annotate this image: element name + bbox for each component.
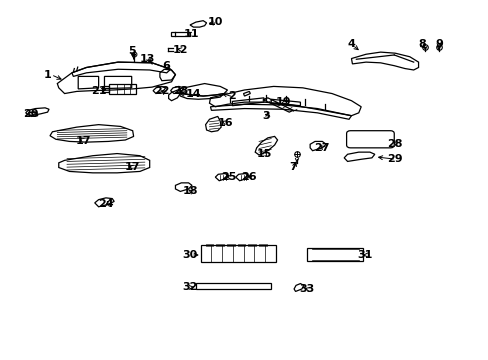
Text: 27: 27 <box>314 143 329 153</box>
Text: 14: 14 <box>186 89 202 99</box>
Text: 23: 23 <box>173 86 188 96</box>
Text: 24: 24 <box>98 199 114 209</box>
Text: 9: 9 <box>434 39 442 49</box>
Text: 17: 17 <box>124 162 140 172</box>
Text: 26: 26 <box>241 172 257 182</box>
Bar <box>196 283 271 289</box>
Bar <box>259 244 266 246</box>
Text: 21: 21 <box>91 86 106 96</box>
Text: 18: 18 <box>182 186 197 197</box>
Bar <box>226 244 234 246</box>
Text: 13: 13 <box>139 54 155 64</box>
Text: 6: 6 <box>162 61 169 71</box>
Text: 12: 12 <box>172 45 188 55</box>
Text: 20: 20 <box>23 109 38 118</box>
Bar <box>170 32 190 36</box>
Text: 16: 16 <box>217 118 232 128</box>
Text: 28: 28 <box>386 139 402 149</box>
Text: 15: 15 <box>256 149 271 159</box>
Text: 30: 30 <box>182 250 197 260</box>
Bar <box>306 248 362 261</box>
Text: 22: 22 <box>154 86 169 96</box>
Text: 5: 5 <box>128 46 135 56</box>
Text: 11: 11 <box>183 29 198 39</box>
Text: 31: 31 <box>357 250 372 260</box>
Text: 29: 29 <box>386 154 402 164</box>
Text: 4: 4 <box>347 39 355 49</box>
Text: 1: 1 <box>43 69 51 80</box>
Text: 8: 8 <box>417 39 425 49</box>
Text: 19: 19 <box>275 97 291 107</box>
Text: 2: 2 <box>228 91 236 101</box>
Bar <box>102 86 109 92</box>
Text: 33: 33 <box>299 284 314 294</box>
Text: 3: 3 <box>262 111 270 121</box>
Bar <box>216 244 224 246</box>
Text: 25: 25 <box>221 172 236 182</box>
Bar <box>201 245 276 262</box>
Text: 17: 17 <box>75 136 91 146</box>
Bar <box>109 84 136 94</box>
Text: 10: 10 <box>207 17 223 27</box>
Bar <box>237 244 245 246</box>
Text: 7: 7 <box>289 162 296 172</box>
Bar <box>248 244 256 246</box>
Text: 32: 32 <box>182 282 197 292</box>
Bar <box>205 244 213 246</box>
